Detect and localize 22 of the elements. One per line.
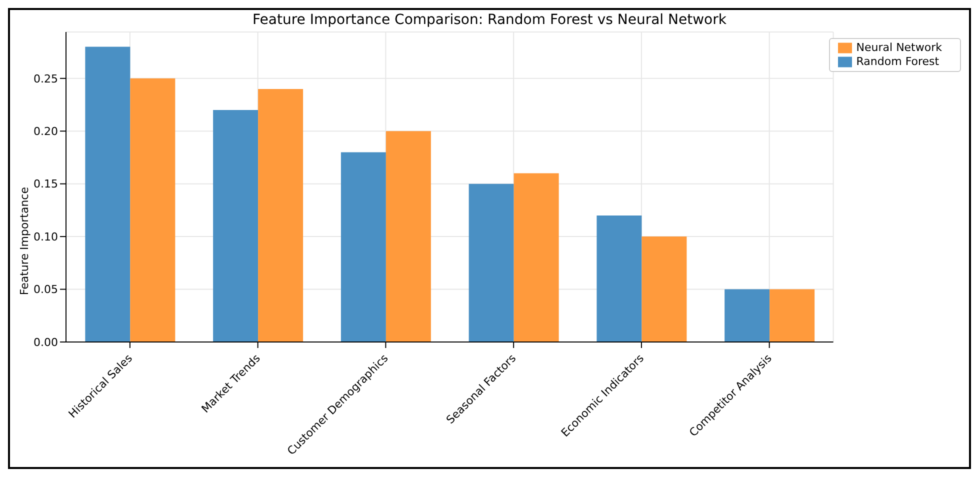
y-tick-label: 0.15 [34, 178, 58, 191]
bar [213, 110, 258, 342]
bar [386, 131, 431, 342]
legend-label: Random Forest [856, 55, 940, 68]
y-tick-label: 0.25 [34, 72, 58, 86]
y-tick-label: 0.10 [34, 230, 58, 244]
bar [642, 236, 687, 342]
bar [596, 215, 642, 342]
chart-title: Feature Importance Comparison: Random Forest vs Neural Network [252, 12, 728, 30]
bar [468, 184, 514, 342]
bar [258, 88, 304, 342]
y-tick-label: 0.20 [34, 125, 58, 138]
bar [724, 289, 770, 342]
bar [85, 46, 130, 342]
bar [130, 78, 176, 342]
legend-label: Neural Network [856, 41, 942, 54]
bar [770, 289, 815, 342]
bar [340, 152, 386, 342]
y-tick-label: 0.05 [34, 283, 58, 296]
bar [514, 173, 559, 342]
y-tick-label: 0.00 [34, 336, 58, 349]
y-axis-title: Feature Importance [18, 186, 31, 296]
